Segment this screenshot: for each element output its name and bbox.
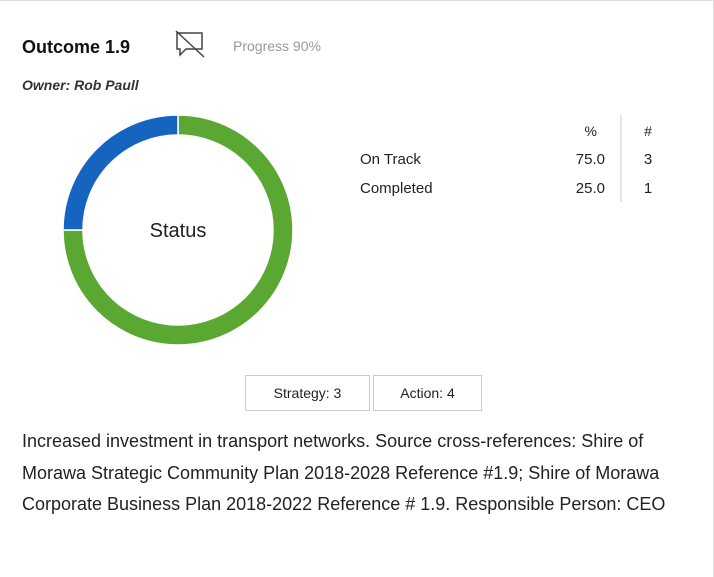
link-button[interactable]: Action: 4 <box>373 375 482 411</box>
row-count: 3 <box>644 151 652 168</box>
table-header: # <box>644 123 652 139</box>
link-button[interactable]: Strategy: 3 <box>245 375 370 411</box>
row-percent: 25.0 <box>576 180 605 197</box>
row-percent: 75.0 <box>576 151 605 168</box>
donut-segment <box>62 114 179 231</box>
row-label: Completed <box>360 180 433 197</box>
row-count: 1 <box>644 180 652 197</box>
description: Increased investment in transport networ… <box>22 431 666 514</box>
status-chart: Status% # On Track 75.0 3 Completed 25.0 1 <box>62 114 652 346</box>
comment-icon[interactable] <box>174 29 208 59</box>
title: Outcome 1.9 <box>22 37 131 57</box>
owner: Owner: Rob Paull <box>22 77 139 93</box>
center-label: Status <box>150 220 207 242</box>
progress: Progress 90% <box>233 38 321 54</box>
row-label: On Track <box>360 151 421 168</box>
donut-segment <box>62 114 294 346</box>
table-header: % <box>585 123 597 139</box>
